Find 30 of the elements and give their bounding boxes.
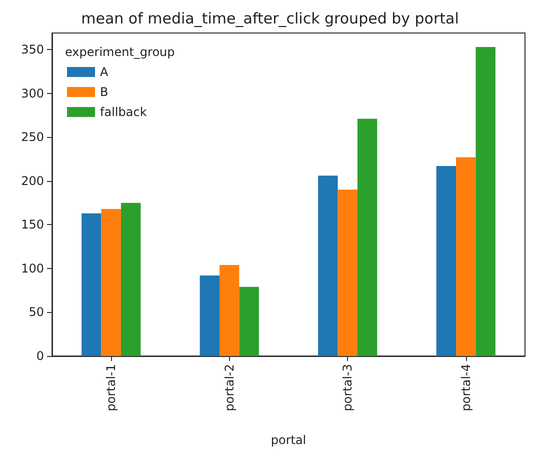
bar [338,190,358,356]
bar [357,118,378,356]
bar [318,176,338,356]
x-tick-label: portal-2 [222,364,236,412]
bar [456,157,476,356]
x-tick-label: portal-1 [104,364,118,412]
bar [82,213,102,356]
legend-label: B [100,85,108,99]
legend-label: fallback [100,105,147,119]
y-tick-label: 150 [21,218,44,232]
x-axis-title: portal [270,433,306,447]
y-tick-label: 50 [28,305,44,320]
bar [239,286,259,356]
bar [101,208,121,356]
x-tick-label: portal-4 [458,364,473,412]
legend-title: experiment_group [65,45,175,59]
y-tick-label: 300 [21,86,44,100]
chart-title: mean of media_time_after_click grouped by portal [81,10,459,28]
x-tick-label: portal-3 [340,364,355,412]
y-tick-label: 250 [21,130,44,144]
bar [476,47,496,356]
legend-label: A [100,65,109,79]
bar [220,264,240,356]
bar [436,166,456,356]
y-tick-label: 350 [21,42,44,57]
y-tick-label: 200 [21,174,44,188]
y-tick-label: 100 [21,261,44,276]
bar [200,275,220,356]
bar [120,202,141,356]
y-tick-label: 0 [36,349,44,363]
